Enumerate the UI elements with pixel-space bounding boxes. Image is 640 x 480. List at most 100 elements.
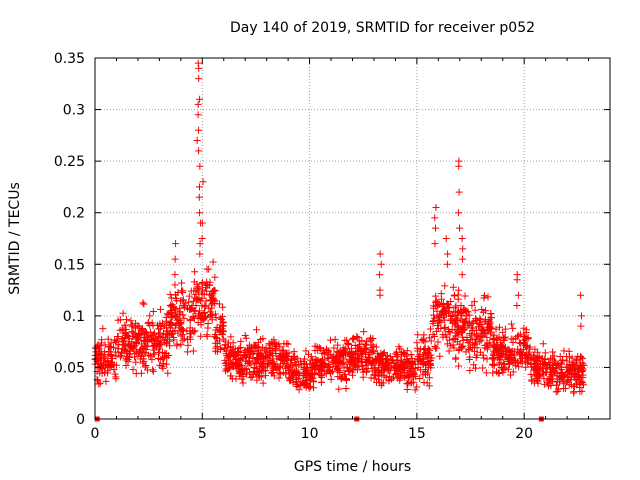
data-point — [195, 75, 203, 83]
data-point — [509, 324, 517, 332]
data-point — [342, 375, 350, 383]
data-point — [480, 354, 488, 362]
data-point — [378, 351, 386, 359]
data-point — [355, 363, 363, 371]
data-point — [576, 388, 584, 396]
data-point — [411, 386, 419, 394]
data-point — [350, 360, 358, 368]
data-point — [480, 329, 488, 337]
data-point — [345, 341, 353, 349]
data-point — [406, 364, 414, 372]
data-point — [262, 366, 270, 374]
data-point — [484, 293, 492, 301]
data-point — [447, 298, 455, 306]
data-point — [432, 292, 440, 300]
data-point — [560, 380, 568, 388]
data-point — [163, 339, 171, 347]
data-point — [459, 342, 467, 350]
data-point — [195, 147, 203, 155]
data-point — [179, 326, 187, 334]
data-point — [290, 348, 298, 356]
data-point — [399, 358, 407, 366]
data-point — [497, 349, 505, 357]
data-point — [210, 297, 218, 305]
data-point — [229, 339, 237, 347]
data-point — [261, 352, 269, 360]
data-point — [411, 372, 419, 380]
data-point — [314, 357, 322, 365]
data-point — [259, 335, 267, 343]
data-point — [575, 372, 583, 380]
data-points — [91, 59, 588, 397]
data-point — [358, 337, 366, 345]
data-point — [425, 374, 433, 382]
data-point — [213, 348, 221, 356]
data-point — [306, 375, 314, 383]
data-point — [142, 329, 150, 337]
data-point — [422, 371, 430, 379]
data-point — [313, 362, 321, 370]
data-point — [510, 347, 518, 355]
data-point — [201, 301, 209, 309]
data-point — [180, 301, 188, 309]
data-point — [365, 348, 373, 356]
data-point — [226, 353, 234, 361]
data-point — [475, 321, 483, 329]
x-tick-label: 10 — [301, 426, 319, 442]
data-point — [505, 360, 513, 368]
data-point — [185, 292, 193, 300]
data-point — [380, 350, 388, 358]
data-point — [196, 240, 204, 248]
data-point — [327, 375, 335, 383]
data-point — [471, 306, 479, 314]
data-point — [211, 310, 219, 318]
data-point — [128, 327, 136, 335]
data-point — [385, 365, 393, 373]
data-point — [116, 353, 124, 361]
data-point — [344, 339, 352, 347]
data-point — [269, 369, 277, 377]
data-point — [166, 290, 174, 298]
data-point — [546, 374, 554, 382]
data-point — [226, 364, 234, 372]
data-point — [496, 323, 504, 331]
data-point — [271, 339, 279, 347]
data-point — [107, 351, 115, 359]
data-point — [501, 333, 509, 341]
x-tick-label: 20 — [515, 426, 533, 442]
data-point — [191, 327, 199, 335]
data-point — [561, 384, 569, 392]
data-point — [507, 335, 515, 343]
data-point — [454, 295, 462, 303]
data-point — [429, 331, 437, 339]
data-point — [429, 317, 437, 325]
data-point — [339, 373, 347, 381]
data-point — [405, 372, 413, 380]
data-point — [398, 348, 406, 356]
data-point — [126, 345, 134, 353]
data-point — [500, 336, 508, 344]
data-point — [507, 371, 515, 379]
data-point — [390, 359, 398, 367]
data-point — [204, 324, 212, 332]
data-point — [507, 320, 515, 328]
data-point — [447, 315, 455, 323]
data-point — [92, 355, 100, 363]
data-point — [222, 350, 230, 358]
data-point — [455, 362, 463, 370]
data-point — [482, 369, 490, 377]
data-point — [480, 318, 488, 326]
data-point — [459, 322, 467, 330]
data-point — [236, 367, 244, 375]
data-point — [567, 381, 575, 389]
data-point — [191, 307, 199, 315]
data-point — [449, 341, 457, 349]
data-point — [571, 375, 579, 383]
data-point — [307, 382, 315, 390]
data-point — [141, 334, 149, 342]
data-point — [258, 363, 266, 371]
data-point — [376, 271, 384, 279]
data-point — [325, 366, 333, 374]
data-point — [328, 368, 336, 376]
data-point — [92, 344, 100, 352]
